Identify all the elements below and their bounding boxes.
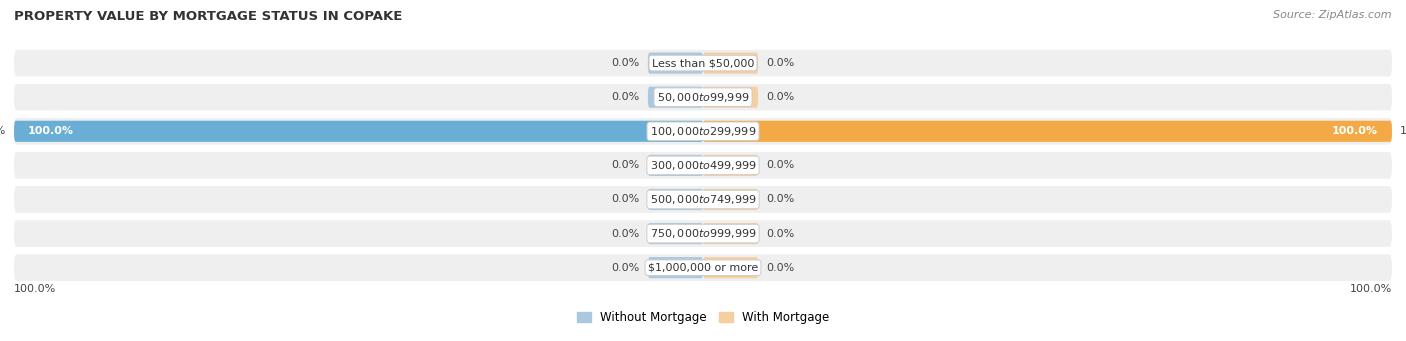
Text: $100,000 to $299,999: $100,000 to $299,999 [650,125,756,138]
Text: Source: ZipAtlas.com: Source: ZipAtlas.com [1274,10,1392,20]
Legend: Without Mortgage, With Mortgage: Without Mortgage, With Mortgage [572,306,834,329]
FancyBboxPatch shape [648,53,703,74]
Text: PROPERTY VALUE BY MORTGAGE STATUS IN COPAKE: PROPERTY VALUE BY MORTGAGE STATUS IN COP… [14,10,402,23]
Text: 100.0%: 100.0% [1350,284,1392,294]
FancyBboxPatch shape [14,186,1392,213]
Text: 0.0%: 0.0% [766,160,794,170]
FancyBboxPatch shape [14,50,1392,76]
FancyBboxPatch shape [14,152,1392,179]
Text: 0.0%: 0.0% [766,58,794,68]
Text: 0.0%: 0.0% [766,228,794,239]
FancyBboxPatch shape [703,155,758,176]
Text: 0.0%: 0.0% [612,228,640,239]
FancyBboxPatch shape [703,189,758,210]
FancyBboxPatch shape [648,223,703,244]
Text: Less than $50,000: Less than $50,000 [652,58,754,68]
FancyBboxPatch shape [14,121,703,142]
FancyBboxPatch shape [703,121,1392,142]
Text: 0.0%: 0.0% [612,58,640,68]
Text: $1,000,000 or more: $1,000,000 or more [648,263,758,273]
Text: 100.0%: 100.0% [1331,126,1378,136]
Text: 0.0%: 0.0% [612,263,640,273]
Text: $50,000 to $99,999: $50,000 to $99,999 [657,91,749,104]
FancyBboxPatch shape [14,254,1392,281]
Text: 0.0%: 0.0% [612,92,640,102]
FancyBboxPatch shape [14,84,1392,110]
Text: 0.0%: 0.0% [766,263,794,273]
Text: 100.0%: 100.0% [28,126,75,136]
Text: 0.0%: 0.0% [766,194,794,205]
Text: 0.0%: 0.0% [612,160,640,170]
FancyBboxPatch shape [703,257,758,278]
Text: $750,000 to $999,999: $750,000 to $999,999 [650,227,756,240]
FancyBboxPatch shape [703,87,758,108]
FancyBboxPatch shape [648,257,703,278]
FancyBboxPatch shape [648,189,703,210]
FancyBboxPatch shape [648,87,703,108]
FancyBboxPatch shape [14,118,1392,145]
FancyBboxPatch shape [703,223,758,244]
Text: 0.0%: 0.0% [766,92,794,102]
FancyBboxPatch shape [703,53,758,74]
FancyBboxPatch shape [648,155,703,176]
Text: 100.0%: 100.0% [14,284,56,294]
Text: 100.0%: 100.0% [1400,126,1406,136]
Text: $500,000 to $749,999: $500,000 to $749,999 [650,193,756,206]
Text: $300,000 to $499,999: $300,000 to $499,999 [650,159,756,172]
Text: 100.0%: 100.0% [0,126,6,136]
FancyBboxPatch shape [14,220,1392,247]
Text: 0.0%: 0.0% [612,194,640,205]
